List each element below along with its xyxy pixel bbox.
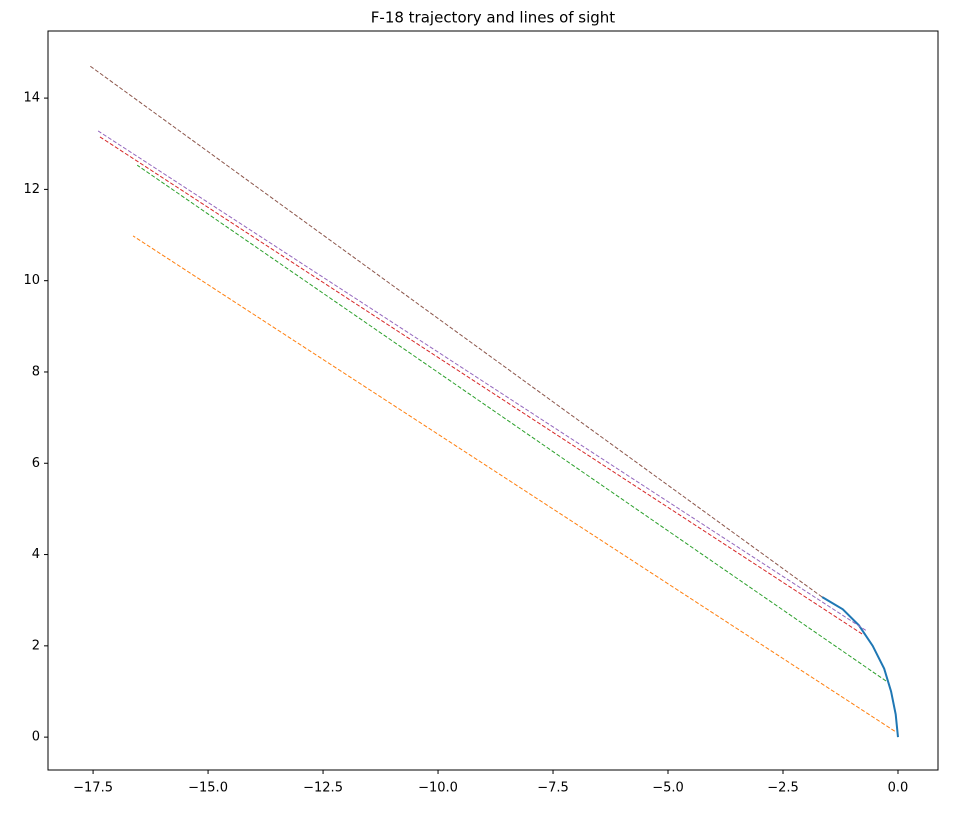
x-tick-label: −10.0: [418, 781, 458, 796]
x-tick-label: −15.0: [188, 781, 228, 796]
y-tick-label: 10: [23, 273, 40, 288]
sight-line: [99, 136, 863, 635]
sight-line: [88, 64, 823, 598]
sight-line: [136, 164, 887, 682]
y-tick-label: 14: [23, 91, 40, 106]
x-tick-label: −17.5: [73, 781, 113, 796]
x-tick-label: −12.5: [303, 781, 343, 796]
sight-line: [132, 235, 896, 732]
y-tick-label: 8: [32, 364, 40, 379]
sight-line: [97, 130, 867, 631]
x-tick-label: −7.5: [537, 781, 569, 796]
x-tick-label: 0.0: [888, 781, 909, 796]
x-tick-label: −5.0: [652, 781, 684, 796]
chart-title: F-18 trajectory and lines of sight: [371, 9, 616, 27]
x-tick-label: −2.5: [767, 781, 799, 796]
trajectory: [821, 596, 899, 738]
y-tick-label: 6: [32, 456, 40, 471]
y-tick-label: 12: [23, 182, 40, 197]
y-tick-label: 2: [32, 638, 40, 653]
y-tick-label: 0: [32, 730, 40, 745]
plot-frame: [47, 30, 939, 771]
y-tick-label: 4: [32, 547, 40, 562]
